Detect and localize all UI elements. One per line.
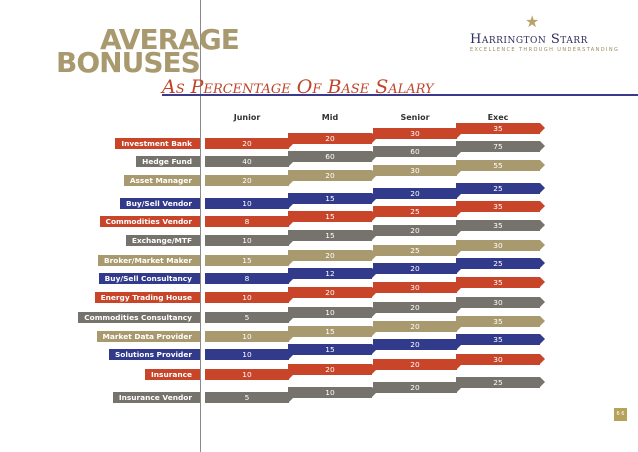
bar-insurance-vendor-mid: 10 xyxy=(288,387,377,398)
bar-hedge-fund-junior: 40 xyxy=(205,156,294,167)
bar-asset-manager-junior: 20 xyxy=(205,175,294,186)
divider-line xyxy=(200,0,201,452)
row-label-broker-market-maker: Broker/Market Maker xyxy=(60,255,200,266)
row-label-text: Buy/Sell Consultancy xyxy=(98,273,200,284)
row-label-commodities-consultancy: Commodities Consultancy xyxy=(60,312,200,323)
bar-hedge-fund-exec: 75 xyxy=(456,141,545,152)
row-label-text: Exchange/MTF xyxy=(125,235,200,246)
bar-solutions-provider-mid: 15 xyxy=(288,344,377,355)
bar-commodities-consultancy-junior: 5 xyxy=(205,312,294,323)
column-header-senior: Senior xyxy=(400,113,430,122)
row-label-insurance-vendor: Insurance Vendor xyxy=(60,392,200,403)
bar-insurance-vendor-exec: 25 xyxy=(456,377,545,388)
bar-investment-bank-senior: 30 xyxy=(373,128,462,139)
row-label-text: Asset Manager xyxy=(123,175,200,186)
bar-market-data-provider-senior: 20 xyxy=(373,321,462,332)
bar-energy-trading-house-senior: 30 xyxy=(373,282,462,293)
bar-market-data-provider-junior: 10 xyxy=(205,331,294,342)
page-number: 6 6 xyxy=(614,408,627,421)
bar-commodities-vendor-senior: 25 xyxy=(373,206,462,217)
bar-investment-bank-exec: 35 xyxy=(456,123,545,134)
row-label-energy-trading-house: Energy Trading House xyxy=(60,292,200,303)
star-icon: ★ xyxy=(525,12,540,31)
bar-commodities-vendor-exec: 35 xyxy=(456,201,545,212)
bar-solutions-provider-exec: 35 xyxy=(456,334,545,345)
bar-commodities-consultancy-exec: 30 xyxy=(456,297,545,308)
row-label-hedge-fund: Hedge Fund xyxy=(60,156,200,167)
bar-buy-sell-vendor-mid: 15 xyxy=(288,193,377,204)
row-label-investment-bank: Investment Bank xyxy=(60,138,200,149)
bar-buy-sell-consultancy-junior: 8 xyxy=(205,273,294,284)
bar-commodities-vendor-junior: 8 xyxy=(205,216,294,227)
row-label-text: Buy/Sell Vendor xyxy=(120,198,200,209)
bar-insurance-senior: 20 xyxy=(373,359,462,370)
column-header-mid: Mid xyxy=(321,113,339,122)
bar-hedge-fund-mid: 60 xyxy=(288,151,377,162)
row-label-insurance: Insurance xyxy=(60,369,200,380)
bar-energy-trading-house-exec: 35 xyxy=(456,277,545,288)
row-label-asset-manager: Asset Manager xyxy=(60,175,200,186)
row-label-text: Energy Trading House xyxy=(94,292,200,303)
row-label-market-data-provider: Market Data Provider xyxy=(60,331,200,342)
bar-insurance-mid: 20 xyxy=(288,364,377,375)
bar-buy-sell-consultancy-exec: 25 xyxy=(456,258,545,269)
bar-exchange-mtf-mid: 15 xyxy=(288,230,377,241)
bar-hedge-fund-senior: 60 xyxy=(373,146,462,157)
bar-buy-sell-consultancy-mid: 12 xyxy=(288,268,377,279)
page-title-line1: AVERAGE xyxy=(100,23,240,56)
page-title-line2: BONUSES xyxy=(56,46,201,79)
row-label-text: Commodities Vendor xyxy=(99,216,200,227)
page-subtitle: As Percentage Of Base Salary xyxy=(162,76,434,98)
row-label-buy-sell-consultancy: Buy/Sell Consultancy xyxy=(60,273,200,284)
bar-insurance-vendor-senior: 20 xyxy=(373,382,462,393)
bar-exchange-mtf-junior: 10 xyxy=(205,235,294,246)
bar-commodities-consultancy-mid: 10 xyxy=(288,307,377,318)
row-label-text: Market Data Provider xyxy=(96,331,200,342)
bar-exchange-mtf-senior: 20 xyxy=(373,225,462,236)
row-label-text: Insurance Vendor xyxy=(112,392,200,403)
row-label-text: Solutions Provider xyxy=(108,349,200,360)
bar-solutions-provider-senior: 20 xyxy=(373,339,462,350)
row-label-buy-sell-vendor: Buy/Sell Vendor xyxy=(60,198,200,209)
row-label-commodities-vendor: Commodities Vendor xyxy=(60,216,200,227)
bar-exchange-mtf-exec: 35 xyxy=(456,220,545,231)
bar-broker-market-maker-junior: 15 xyxy=(205,255,294,266)
bar-buy-sell-vendor-junior: 10 xyxy=(205,198,294,209)
bar-insurance-exec: 30 xyxy=(456,354,545,365)
bar-broker-market-maker-exec: 30 xyxy=(456,240,545,251)
bar-energy-trading-house-mid: 20 xyxy=(288,287,377,298)
row-label-text: Commodities Consultancy xyxy=(78,312,200,323)
bar-market-data-provider-mid: 15 xyxy=(288,326,377,337)
logo-tagline: EXCELLENCE THROUGH UNDERSTANDING xyxy=(470,47,620,53)
bar-asset-manager-exec: 55 xyxy=(456,160,545,171)
bar-investment-bank-junior: 20 xyxy=(205,138,294,149)
row-label-text: Investment Bank xyxy=(115,138,200,149)
bar-broker-market-maker-mid: 20 xyxy=(288,250,377,261)
bar-buy-sell-vendor-senior: 20 xyxy=(373,188,462,199)
bar-insurance-junior: 10 xyxy=(205,369,294,380)
row-label-text: Insurance xyxy=(145,369,200,380)
bar-asset-manager-mid: 20 xyxy=(288,170,377,181)
row-label-exchange-mtf: Exchange/MTF xyxy=(60,235,200,246)
bar-buy-sell-vendor-exec: 25 xyxy=(456,183,545,194)
column-header-exec: Exec xyxy=(487,113,509,122)
bar-commodities-consultancy-senior: 20 xyxy=(373,302,462,313)
logo-name: Harrington Starr xyxy=(470,32,588,47)
bar-asset-manager-senior: 30 xyxy=(373,165,462,176)
subtitle-rule xyxy=(162,94,638,96)
bar-energy-trading-house-junior: 10 xyxy=(205,292,294,303)
bar-broker-market-maker-senior: 25 xyxy=(373,245,462,256)
row-label-solutions-provider: Solutions Provider xyxy=(60,349,200,360)
bar-insurance-vendor-junior: 5 xyxy=(205,392,294,403)
column-header-junior: Junior xyxy=(233,113,261,122)
bar-commodities-vendor-mid: 15 xyxy=(288,211,377,222)
row-label-text: Broker/Market Maker xyxy=(98,255,200,266)
bar-solutions-provider-junior: 10 xyxy=(205,349,294,360)
bar-buy-sell-consultancy-senior: 20 xyxy=(373,263,462,274)
bar-market-data-provider-exec: 35 xyxy=(456,316,545,327)
row-label-text: Hedge Fund xyxy=(136,156,200,167)
bar-investment-bank-mid: 20 xyxy=(288,133,377,144)
